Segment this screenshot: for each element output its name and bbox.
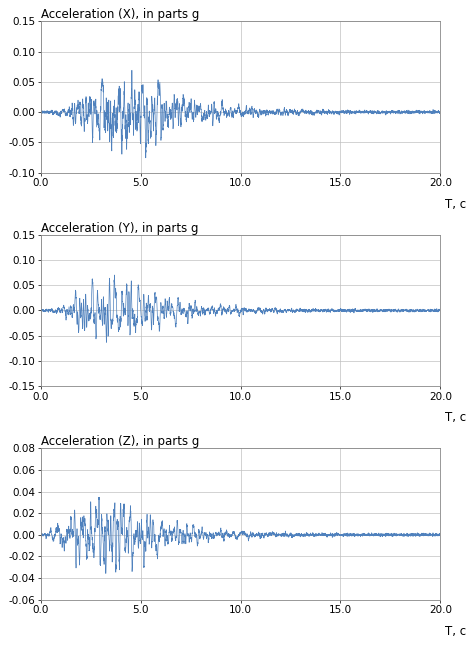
Text: Acceleration (Z), in parts g: Acceleration (Z), in parts g	[41, 435, 199, 448]
Text: Acceleration (X), in parts g: Acceleration (X), in parts g	[41, 8, 199, 21]
Text: Acceleration (Y), in parts g: Acceleration (Y), in parts g	[41, 222, 198, 234]
Text: T, c: T, c	[445, 412, 465, 424]
Text: T, c: T, c	[445, 625, 465, 638]
Text: T, c: T, c	[445, 198, 465, 211]
